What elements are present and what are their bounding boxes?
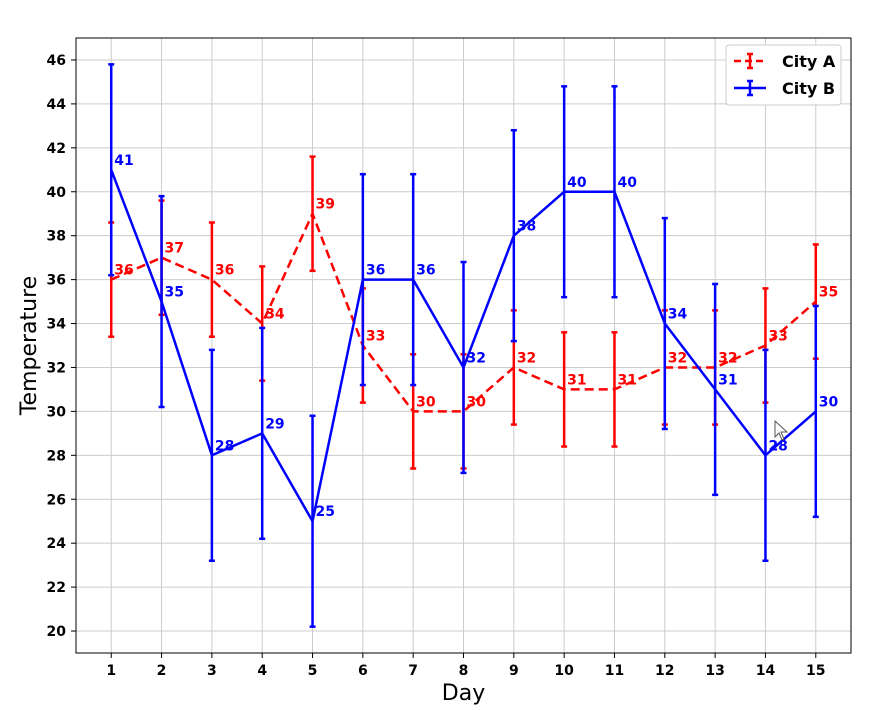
x-axis-title: Day [442, 681, 485, 706]
series: 36 37 36 34 39 33 30 30 32 31 31 32 32 33 35 41 35 28 29 25… [108, 63, 839, 628]
data-label: 34 [668, 307, 688, 323]
y-tick-label: 36 [47, 273, 66, 289]
y-tick-label: 32 [47, 360, 66, 376]
x-tick-label: 5 [308, 663, 318, 679]
data-label: 40 [567, 175, 587, 191]
legend: City A City B [725, 44, 842, 106]
data-label: 35 [165, 285, 184, 301]
legend-items: City A City B [734, 52, 836, 98]
legend-box [725, 44, 842, 106]
x-tick-label: 4 [257, 663, 267, 679]
data-label: 38 [517, 219, 536, 235]
x-tick-label: 9 [509, 663, 519, 679]
data-label: 30 [416, 394, 436, 410]
error-bar [208, 221, 215, 338]
data-label: 34 [265, 307, 285, 323]
y-tick-label: 24 [47, 536, 67, 552]
data-label: 37 [165, 241, 184, 257]
x-tick-label: 11 [605, 663, 624, 679]
x-tick-label: 6 [358, 663, 368, 679]
data-label: 32 [718, 350, 737, 366]
x-tick-label: 13 [705, 663, 724, 679]
data-label: 25 [316, 504, 335, 520]
y-tick-label: 28 [47, 448, 66, 464]
x-tick-label: 1 [106, 663, 116, 679]
data-label: 33 [768, 329, 787, 345]
legend-item: City A [734, 52, 836, 71]
y-tick-label: 42 [47, 141, 66, 157]
y-tick-label: 20 [47, 624, 67, 640]
data-label: 36 [416, 263, 435, 279]
data-label: 31 [718, 372, 737, 388]
data-label: 36 [114, 263, 133, 279]
legend-label: City B [782, 79, 835, 98]
axis-ticks: 1 2 3 4 5 6 7 8 9 10 11 12 13 14 152022242628303234363… [47, 53, 826, 679]
y-tick-label: 34 [47, 317, 67, 333]
y-axis-title: Temperature [17, 276, 42, 416]
data-label: 28 [768, 438, 787, 454]
y-tick-label: 22 [47, 580, 66, 596]
data-label: 39 [316, 197, 335, 213]
series-line [110, 169, 817, 525]
y-tick-label: 40 [47, 185, 67, 201]
y-tick-label: 38 [47, 229, 66, 245]
mouse-cursor-icon [774, 419, 789, 441]
data-label: 30 [467, 394, 487, 410]
data-label: 30 [819, 394, 839, 410]
data-label: 33 [366, 329, 385, 345]
y-tick-label: 44 [47, 97, 67, 113]
x-tick-label: 2 [157, 663, 167, 679]
x-tick-label: 7 [408, 663, 418, 679]
x-tick-label: 8 [459, 663, 469, 679]
data-label: 36 [366, 263, 385, 279]
legend-label: City A [782, 52, 836, 71]
y-tick-label: 30 [47, 404, 67, 420]
data-label: 28 [215, 438, 234, 454]
x-tick-label: 14 [756, 663, 776, 679]
data-label: 31 [567, 372, 586, 388]
x-tick-label: 15 [806, 663, 825, 679]
data-label: 29 [265, 416, 284, 432]
data-label: 32 [668, 350, 687, 366]
y-tick-label: 26 [47, 492, 66, 508]
data-label: 32 [467, 350, 486, 366]
data-label: 36 [215, 263, 234, 279]
legend-item: City B [734, 79, 835, 98]
data-label: 31 [617, 372, 636, 388]
data-label: 32 [517, 350, 536, 366]
y-tick-label: 46 [47, 53, 66, 69]
x-tick-label: 10 [554, 663, 574, 679]
data-label: 40 [617, 175, 637, 191]
data-label: 41 [114, 153, 133, 169]
x-tick-label: 12 [655, 663, 674, 679]
data-label: 35 [819, 285, 838, 301]
series-city-b: 41 35 28 29 25 36 36 32 38 40 40 34 31 28 30 [108, 63, 839, 628]
x-tick-label: 3 [207, 663, 217, 679]
